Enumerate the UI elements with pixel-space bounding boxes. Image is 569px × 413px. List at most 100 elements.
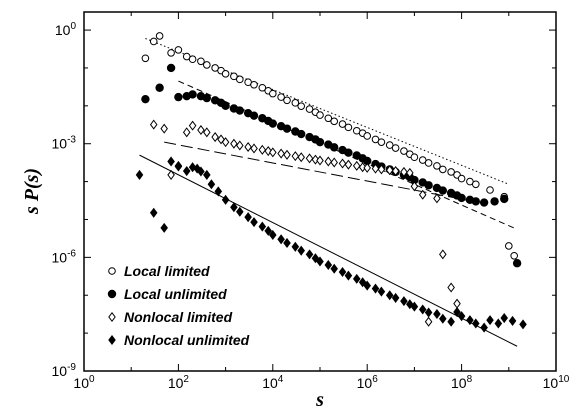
data-point (217, 134, 225, 145)
data-point (377, 164, 386, 175)
data-point (202, 93, 212, 103)
data-point (297, 129, 306, 139)
data-point (269, 229, 277, 241)
data-point (447, 316, 455, 327)
data-point (155, 32, 164, 40)
data-point (358, 277, 367, 288)
data-point (424, 316, 433, 327)
data-point (316, 256, 324, 267)
data-point (221, 70, 230, 78)
data-point (439, 249, 447, 260)
data-point (466, 315, 474, 326)
data-point (291, 151, 300, 162)
data-point (141, 94, 150, 104)
data-point (447, 168, 455, 176)
data-point (305, 249, 314, 260)
data-point (297, 152, 305, 163)
data-point (508, 315, 517, 326)
data-point (500, 194, 509, 204)
data-point (174, 46, 183, 54)
data-point (291, 99, 300, 107)
data-point (472, 180, 480, 189)
series-3 (135, 156, 527, 333)
data-point (447, 282, 455, 293)
data-point (197, 166, 205, 177)
fit-line-solid (139, 154, 518, 347)
data-point (167, 169, 175, 180)
data-point (236, 75, 244, 84)
x-tick-label: 102 (168, 374, 190, 391)
data-point (249, 111, 259, 120)
data-point (207, 179, 216, 190)
data-point (166, 63, 176, 73)
data-point (155, 83, 164, 92)
data-point (211, 132, 219, 143)
legend-marker (108, 311, 116, 323)
data-point (505, 242, 513, 250)
data-point (410, 181, 419, 192)
data-point (479, 198, 489, 207)
data-point (250, 217, 258, 228)
data-point (418, 304, 427, 315)
data-point (160, 123, 168, 134)
data-point (330, 143, 339, 152)
data-point (486, 315, 494, 326)
data-point (268, 119, 277, 128)
data-point (282, 124, 292, 133)
series-0 (141, 32, 518, 260)
y-tick-label: 10-3 (52, 135, 77, 152)
data-point (258, 221, 267, 232)
data-point (410, 301, 419, 312)
data-point (324, 114, 333, 123)
data-point (283, 96, 291, 105)
data-point (269, 147, 277, 158)
data-point (391, 292, 400, 303)
data-point (283, 237, 291, 248)
data-point (344, 270, 353, 281)
data-point (433, 308, 441, 320)
data-point (406, 167, 414, 178)
data-point (182, 127, 191, 138)
data-point (167, 156, 175, 167)
data-point (258, 144, 267, 155)
data-point (344, 123, 353, 132)
data-point (439, 165, 447, 174)
data-point (363, 162, 371, 173)
data-point (344, 148, 353, 157)
data-point (297, 245, 305, 256)
data-point (510, 251, 518, 260)
data-point (316, 111, 324, 119)
data-point (315, 137, 325, 147)
data-point (188, 55, 197, 64)
data-point (500, 313, 509, 324)
data-point (203, 127, 211, 138)
series-2 (149, 119, 461, 327)
data-point (269, 89, 277, 98)
data-point (277, 148, 285, 159)
data-point (433, 193, 441, 204)
y-tick-label: 100 (55, 21, 77, 38)
data-point (167, 49, 175, 57)
data-point (424, 159, 433, 167)
legend-marker (107, 289, 117, 299)
y-tick-label: 10-6 (52, 248, 77, 265)
legend-marker (108, 267, 116, 275)
tick-labels: 100 102 104 106 108 1010 100 10-3 10-6 10-9 (52, 21, 569, 391)
data-point (453, 298, 461, 309)
data-point (258, 83, 267, 92)
data-point (244, 141, 252, 153)
x-axis-title: s (315, 389, 324, 411)
data-point (377, 138, 386, 146)
data-point (363, 280, 371, 291)
data-point (188, 120, 197, 131)
data-point (244, 212, 252, 223)
data-point (330, 117, 339, 126)
data-point (352, 273, 361, 284)
data-point (160, 222, 168, 233)
data-point (438, 186, 448, 195)
data-point (221, 101, 230, 111)
data-point (330, 157, 338, 168)
data-point (400, 166, 408, 177)
data-point (264, 225, 273, 236)
